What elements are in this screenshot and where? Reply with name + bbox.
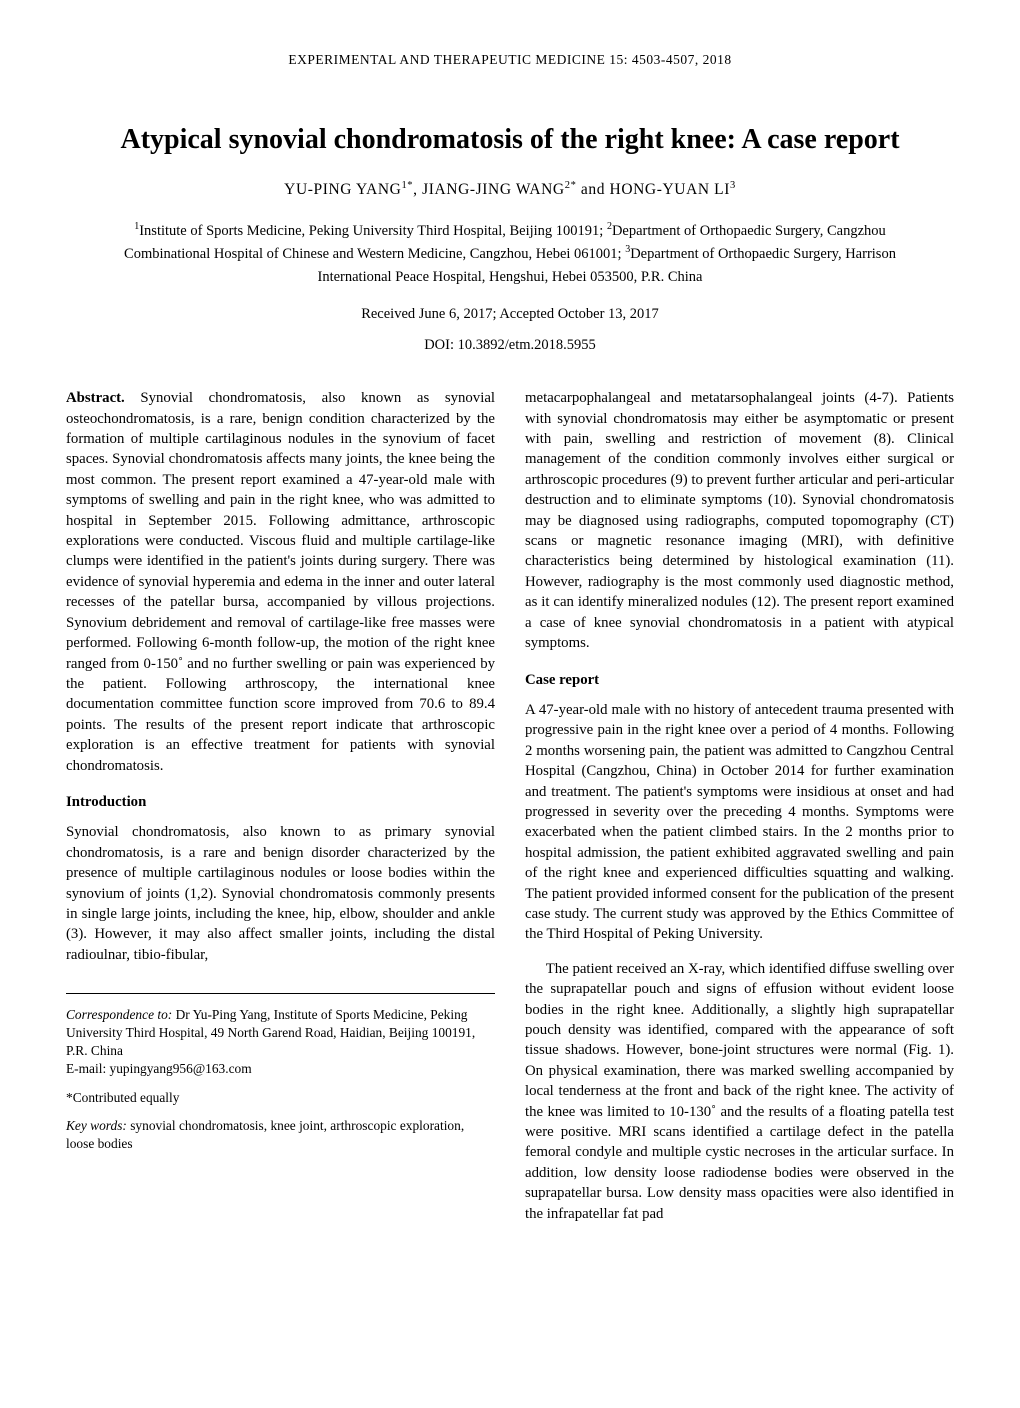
correspondence-email: yupingyang956@163.com	[110, 1061, 252, 1076]
case-report-p2: The patient received an X-ray, which ide…	[525, 959, 954, 1224]
section-heading-case-report: Case report	[525, 670, 954, 690]
footnote-rule	[66, 993, 495, 994]
footnote-block: Correspondence to: Dr Yu-Ping Yang, Inst…	[66, 993, 495, 1153]
abstract-paragraph: Abstract. Synovial chondromatosis, also …	[66, 388, 495, 776]
author-list: YU-PING YANG1*, JIANG-JING WANG2* and HO…	[66, 180, 954, 199]
abstract-label: Abstract.	[66, 390, 125, 406]
introduction-p1: Synovial chondromatosis, also known to a…	[66, 822, 495, 965]
abstract-text: Synovial chondromatosis, also known as s…	[66, 390, 495, 773]
article-title: Atypical synovial chondromatosis of the …	[66, 124, 954, 156]
received-accepted-dates: Received June 6, 2017; Accepted October …	[66, 306, 954, 323]
keywords: Key words: synovial chondromatosis, knee…	[66, 1117, 495, 1153]
section-heading-introduction: Introduction	[66, 792, 495, 812]
affiliations: 1Institute of Sports Medicine, Peking Un…	[95, 219, 925, 288]
correspondence-label: Correspondence to:	[66, 1007, 172, 1022]
running-header: EXPERIMENTAL AND THERAPEUTIC MEDICINE 15…	[66, 52, 954, 68]
contributed-equally: *Contributed equally	[66, 1089, 495, 1107]
two-column-body: Abstract. Synovial chondromatosis, also …	[66, 388, 954, 1224]
introduction-p2: metacarpophalangeal and metatarsophalang…	[525, 388, 954, 653]
correspondence-email-label: E-mail:	[66, 1061, 110, 1076]
correspondence: Correspondence to: Dr Yu-Ping Yang, Inst…	[66, 1006, 495, 1078]
keywords-label: Key words:	[66, 1118, 127, 1133]
doi: DOI: 10.3892/etm.2018.5955	[66, 337, 954, 354]
case-report-p1: A 47-year-old male with no history of an…	[525, 700, 954, 945]
